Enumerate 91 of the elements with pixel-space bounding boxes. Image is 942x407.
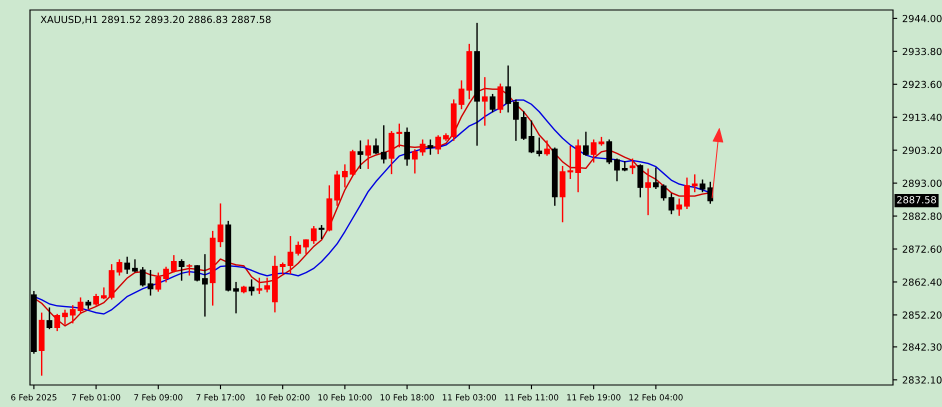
candlestick (652, 168, 659, 189)
candlestick (373, 138, 379, 154)
candlestick (233, 282, 239, 314)
y-tick-label: 2913.40 (902, 114, 942, 122)
candlestick (194, 265, 200, 282)
candlestick (170, 255, 177, 273)
candlestick (396, 124, 402, 148)
candlestick (280, 262, 286, 274)
y-tick-label: 2933.80 (902, 48, 942, 56)
candlestick (520, 111, 527, 140)
candlestick (420, 139, 426, 156)
x-tick-label: 10 Feb 10:00 (318, 394, 372, 400)
candlestick (668, 193, 674, 214)
candlestick (606, 139, 612, 164)
candlestick (295, 242, 302, 256)
candlestick (248, 279, 254, 296)
y-tick-label: 2944.00 (902, 14, 942, 22)
x-tick-label: 7 Feb 01:00 (72, 394, 120, 400)
candlestick (155, 272, 162, 292)
y-tick-label: 2903.20 (902, 146, 942, 154)
candlestick (700, 180, 706, 192)
candlestick (365, 139, 372, 169)
candlestick (116, 259, 122, 276)
y-tick-label: 2842.30 (902, 343, 942, 351)
candlestick (78, 297, 84, 314)
candlestick (458, 80, 464, 110)
candlestick (303, 239, 309, 254)
candlestick (380, 125, 387, 164)
x-tick-label: 11 Feb 19:00 (567, 394, 620, 400)
candlestick (567, 146, 574, 179)
y-tick-label: 2923.60 (902, 80, 942, 88)
text: XAUUSD,H1 2891.52 2893.20 2886.83 2887.58 (40, 16, 271, 24)
x-tick-label: 7 Feb 17:00 (196, 394, 245, 400)
candlestick (148, 270, 154, 296)
candlestick (482, 77, 488, 126)
candlestick (583, 132, 589, 156)
x-tick-label: 12 Feb 04:00 (629, 394, 683, 400)
candlestick (412, 149, 418, 174)
candlestick (70, 305, 76, 324)
x-tick-label: 10 Feb 18:00 (380, 394, 434, 400)
x-tick-label: 7 Feb 09:00 (134, 394, 182, 400)
candlestick (288, 236, 294, 274)
candlestick (202, 254, 208, 317)
candlestick (513, 99, 519, 141)
candlestick (692, 174, 698, 192)
candlestick (132, 259, 138, 272)
candlestick (435, 135, 442, 154)
candlestick (622, 161, 628, 172)
candlestick (505, 66, 512, 112)
y-tick-label: 2832.10 (902, 376, 942, 384)
candlestick (637, 164, 644, 198)
candlestick (490, 94, 496, 112)
candlestick (100, 287, 107, 300)
candlestick (62, 310, 68, 325)
candlestick (256, 278, 262, 294)
candlestick (660, 184, 667, 201)
y-tick-label: 2852.20 (902, 311, 942, 319)
candlestick (93, 294, 99, 306)
candlestick (544, 140, 550, 156)
x-tick-label: 11 Feb 11:00 (505, 394, 558, 400)
candlestick (590, 139, 597, 163)
candlestick (140, 267, 146, 287)
candlestick (124, 256, 130, 274)
candlestick (684, 178, 690, 210)
text: 2887.58 (897, 196, 936, 204)
x-tick-label: 6 Feb 2025 (11, 394, 56, 400)
candlestick (536, 138, 542, 156)
candlestick (428, 139, 434, 155)
candlestick (178, 259, 184, 281)
x-tick-label: 11 Feb 03:00 (442, 394, 496, 400)
y-tick-label: 2862.40 (902, 278, 942, 286)
candlestick (497, 84, 504, 114)
candlestick (310, 226, 317, 244)
candlestick (163, 266, 169, 282)
y-tick-label: 2882.80 (902, 212, 942, 220)
candlestick (614, 158, 620, 182)
candlestick (342, 164, 348, 188)
candlestick (528, 120, 534, 154)
x-tick-label: 10 Feb 02:00 (256, 394, 310, 400)
candlestick (645, 168, 651, 216)
candlestick (54, 314, 60, 332)
candlestick (630, 158, 636, 174)
candlestick (218, 203, 224, 248)
candlestick (350, 150, 356, 176)
candlestick (676, 198, 682, 216)
candlestick (358, 140, 364, 169)
candlestick (264, 278, 270, 292)
candlestick (318, 225, 324, 240)
y-tick-label: 2872.60 (902, 245, 942, 253)
y-tick-label: 2893.00 (902, 180, 942, 187)
candlestick (46, 307, 52, 330)
